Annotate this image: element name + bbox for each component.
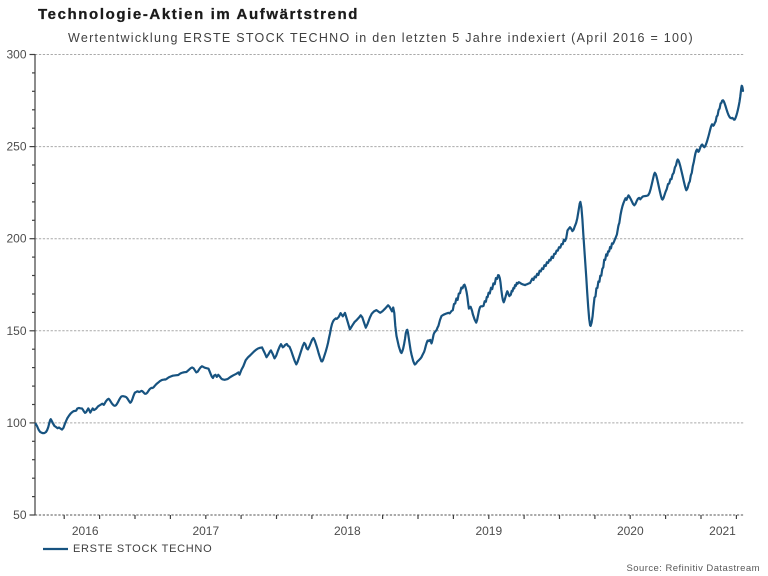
svg-text:2019: 2019 [475, 524, 502, 538]
svg-text:300: 300 [6, 48, 26, 62]
svg-text:200: 200 [6, 232, 26, 246]
svg-text:2017: 2017 [192, 524, 219, 538]
svg-text:2021: 2021 [709, 524, 736, 538]
svg-text:100: 100 [6, 416, 26, 430]
svg-text:250: 250 [6, 140, 26, 154]
svg-text:50: 50 [13, 508, 27, 522]
svg-text:150: 150 [6, 324, 26, 338]
svg-text:2018: 2018 [334, 524, 361, 538]
svg-text:2020: 2020 [617, 524, 644, 538]
svg-text:2016: 2016 [72, 524, 99, 538]
